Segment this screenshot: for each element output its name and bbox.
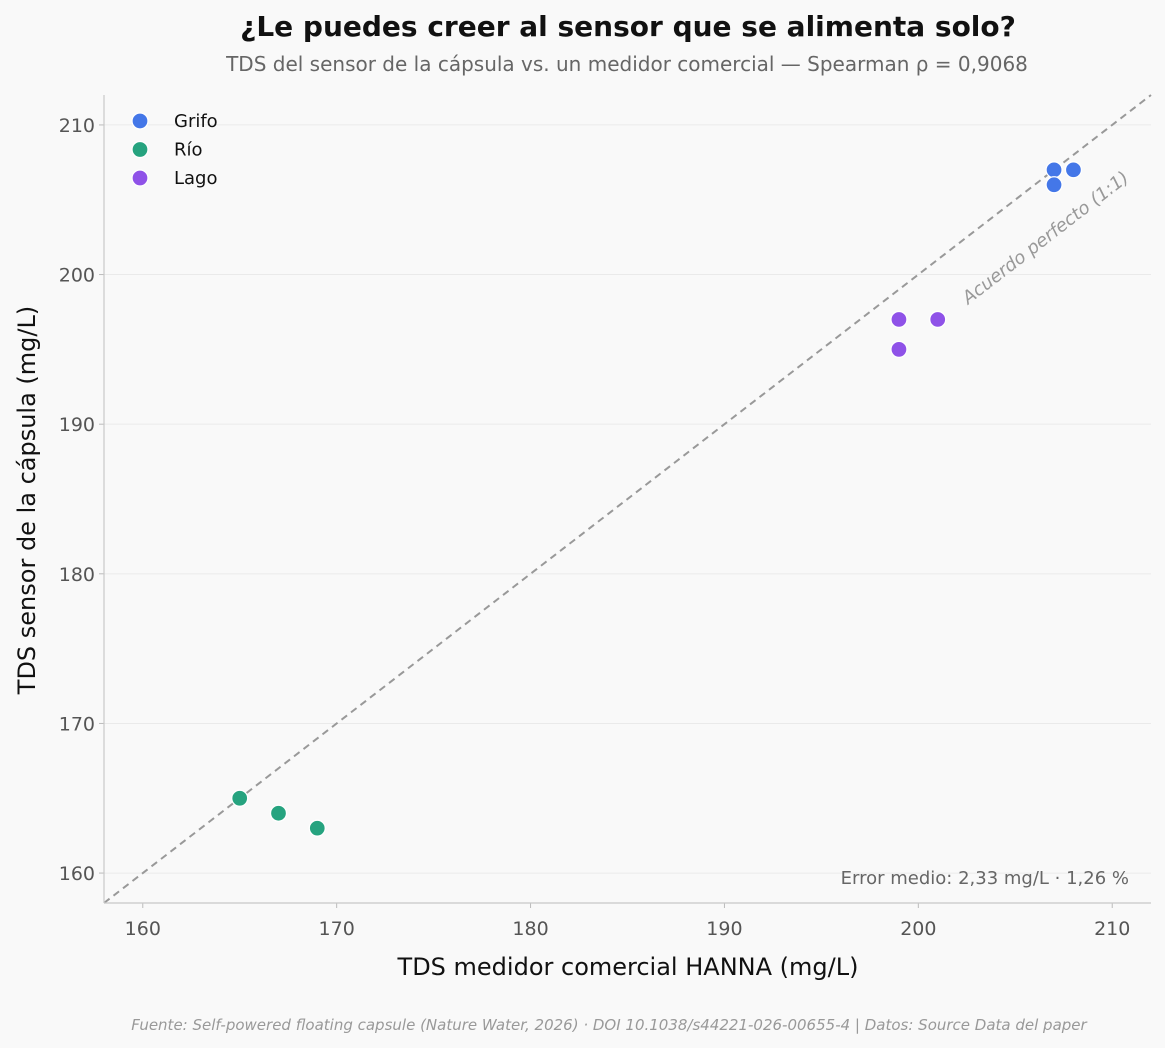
tick-labels: 160 170 180 190 200 210 160 170 180 190 200 210 bbox=[59, 115, 1131, 940]
reference-line-label: Acuerdo perfecto (1:1) bbox=[958, 167, 1133, 309]
reference-line-1to1 bbox=[103, 94, 1152, 904]
data-point-río bbox=[308, 819, 326, 837]
reference-line-group: Acuerdo perfecto (1:1) bbox=[103, 94, 1152, 904]
legend: Grifo Río Lago bbox=[131, 111, 218, 189]
y-tick-label: 210 bbox=[59, 115, 95, 137]
chart-title: ¿Le puedes creer al sensor que se alimen… bbox=[240, 10, 1016, 43]
x-tick-label: 190 bbox=[706, 918, 742, 940]
chart-subtitle: TDS del sensor de la cápsula vs. un medi… bbox=[226, 52, 1028, 76]
y-tick-label: 190 bbox=[59, 414, 95, 436]
x-tick-label: 170 bbox=[319, 918, 355, 940]
data-point-río bbox=[269, 804, 288, 822]
y-axis-label: TDS sensor de la cápsula (mg/L) bbox=[13, 306, 41, 695]
y-tick-label: 180 bbox=[59, 564, 95, 586]
axes bbox=[99, 95, 1151, 908]
data-point-lago bbox=[890, 340, 908, 359]
data-point-río bbox=[231, 789, 249, 807]
grid-lines bbox=[104, 124, 1151, 874]
legend-marker bbox=[131, 112, 149, 130]
legend-marker bbox=[131, 140, 149, 159]
y-tick-label: 200 bbox=[59, 265, 95, 287]
x-axis-label: TDS medidor comercial HANNA (mg/L) bbox=[397, 953, 859, 981]
x-tick-label: 200 bbox=[900, 918, 936, 940]
data-point-lago bbox=[929, 310, 947, 329]
x-tick-label: 160 bbox=[125, 918, 161, 940]
source-footer: Fuente: Self-powered floating capsule (N… bbox=[131, 1016, 1087, 1034]
legend-marker bbox=[131, 169, 149, 187]
data-points bbox=[231, 161, 1083, 837]
legend-label: Grifo bbox=[174, 111, 218, 132]
x-tick-label: 180 bbox=[512, 918, 548, 940]
y-tick-label: 160 bbox=[59, 863, 95, 885]
mean-error-annotation: Error medio: 2,33 mg/L · 1,26 % bbox=[841, 868, 1129, 889]
legend-label: Lago bbox=[174, 168, 218, 189]
y-tick-label: 170 bbox=[59, 713, 95, 735]
data-point-grifo bbox=[1045, 161, 1063, 179]
data-point-grifo bbox=[1045, 176, 1063, 194]
legend-label: Río bbox=[174, 140, 203, 161]
x-tick-label: 210 bbox=[1094, 918, 1130, 940]
data-point-grifo bbox=[1064, 161, 1083, 179]
data-point-lago bbox=[890, 310, 908, 329]
